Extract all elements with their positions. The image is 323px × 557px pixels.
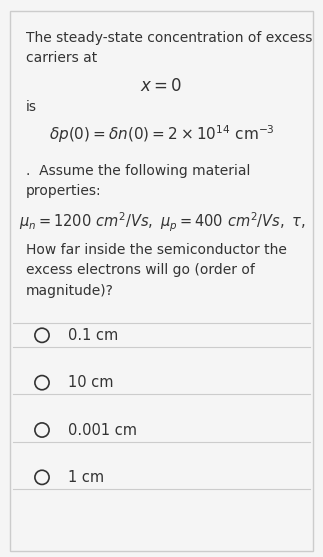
Text: $\delta p(0) = \delta n(0) = 2 \times 10^{14}\ \mathrm{cm}^{-3}$: $\delta p(0) = \delta n(0) = 2 \times 10…: [48, 124, 275, 145]
Text: is: is: [26, 100, 37, 114]
Text: 0.1 cm: 0.1 cm: [68, 328, 118, 343]
Text: .  Assume the following material
properties:: . Assume the following material properti…: [26, 164, 250, 198]
Text: How far inside the semiconductor the
excess electrons will go (order of
magnitud: How far inside the semiconductor the exc…: [26, 243, 287, 297]
Text: $x = 0$: $x = 0$: [141, 77, 182, 95]
FancyBboxPatch shape: [10, 11, 313, 551]
Text: The steady-state concentration of excess
carriers at: The steady-state concentration of excess…: [26, 31, 312, 65]
Text: 0.001 cm: 0.001 cm: [68, 423, 137, 437]
Text: 1 cm: 1 cm: [68, 470, 104, 485]
Text: 10 cm: 10 cm: [68, 375, 113, 390]
Text: $\mu_n = 1200\ cm^2/Vs,\ \mu_p = 400\ cm^2/Vs,\ \tau,$: $\mu_n = 1200\ cm^2/Vs,\ \mu_p = 400\ cm…: [19, 211, 306, 234]
